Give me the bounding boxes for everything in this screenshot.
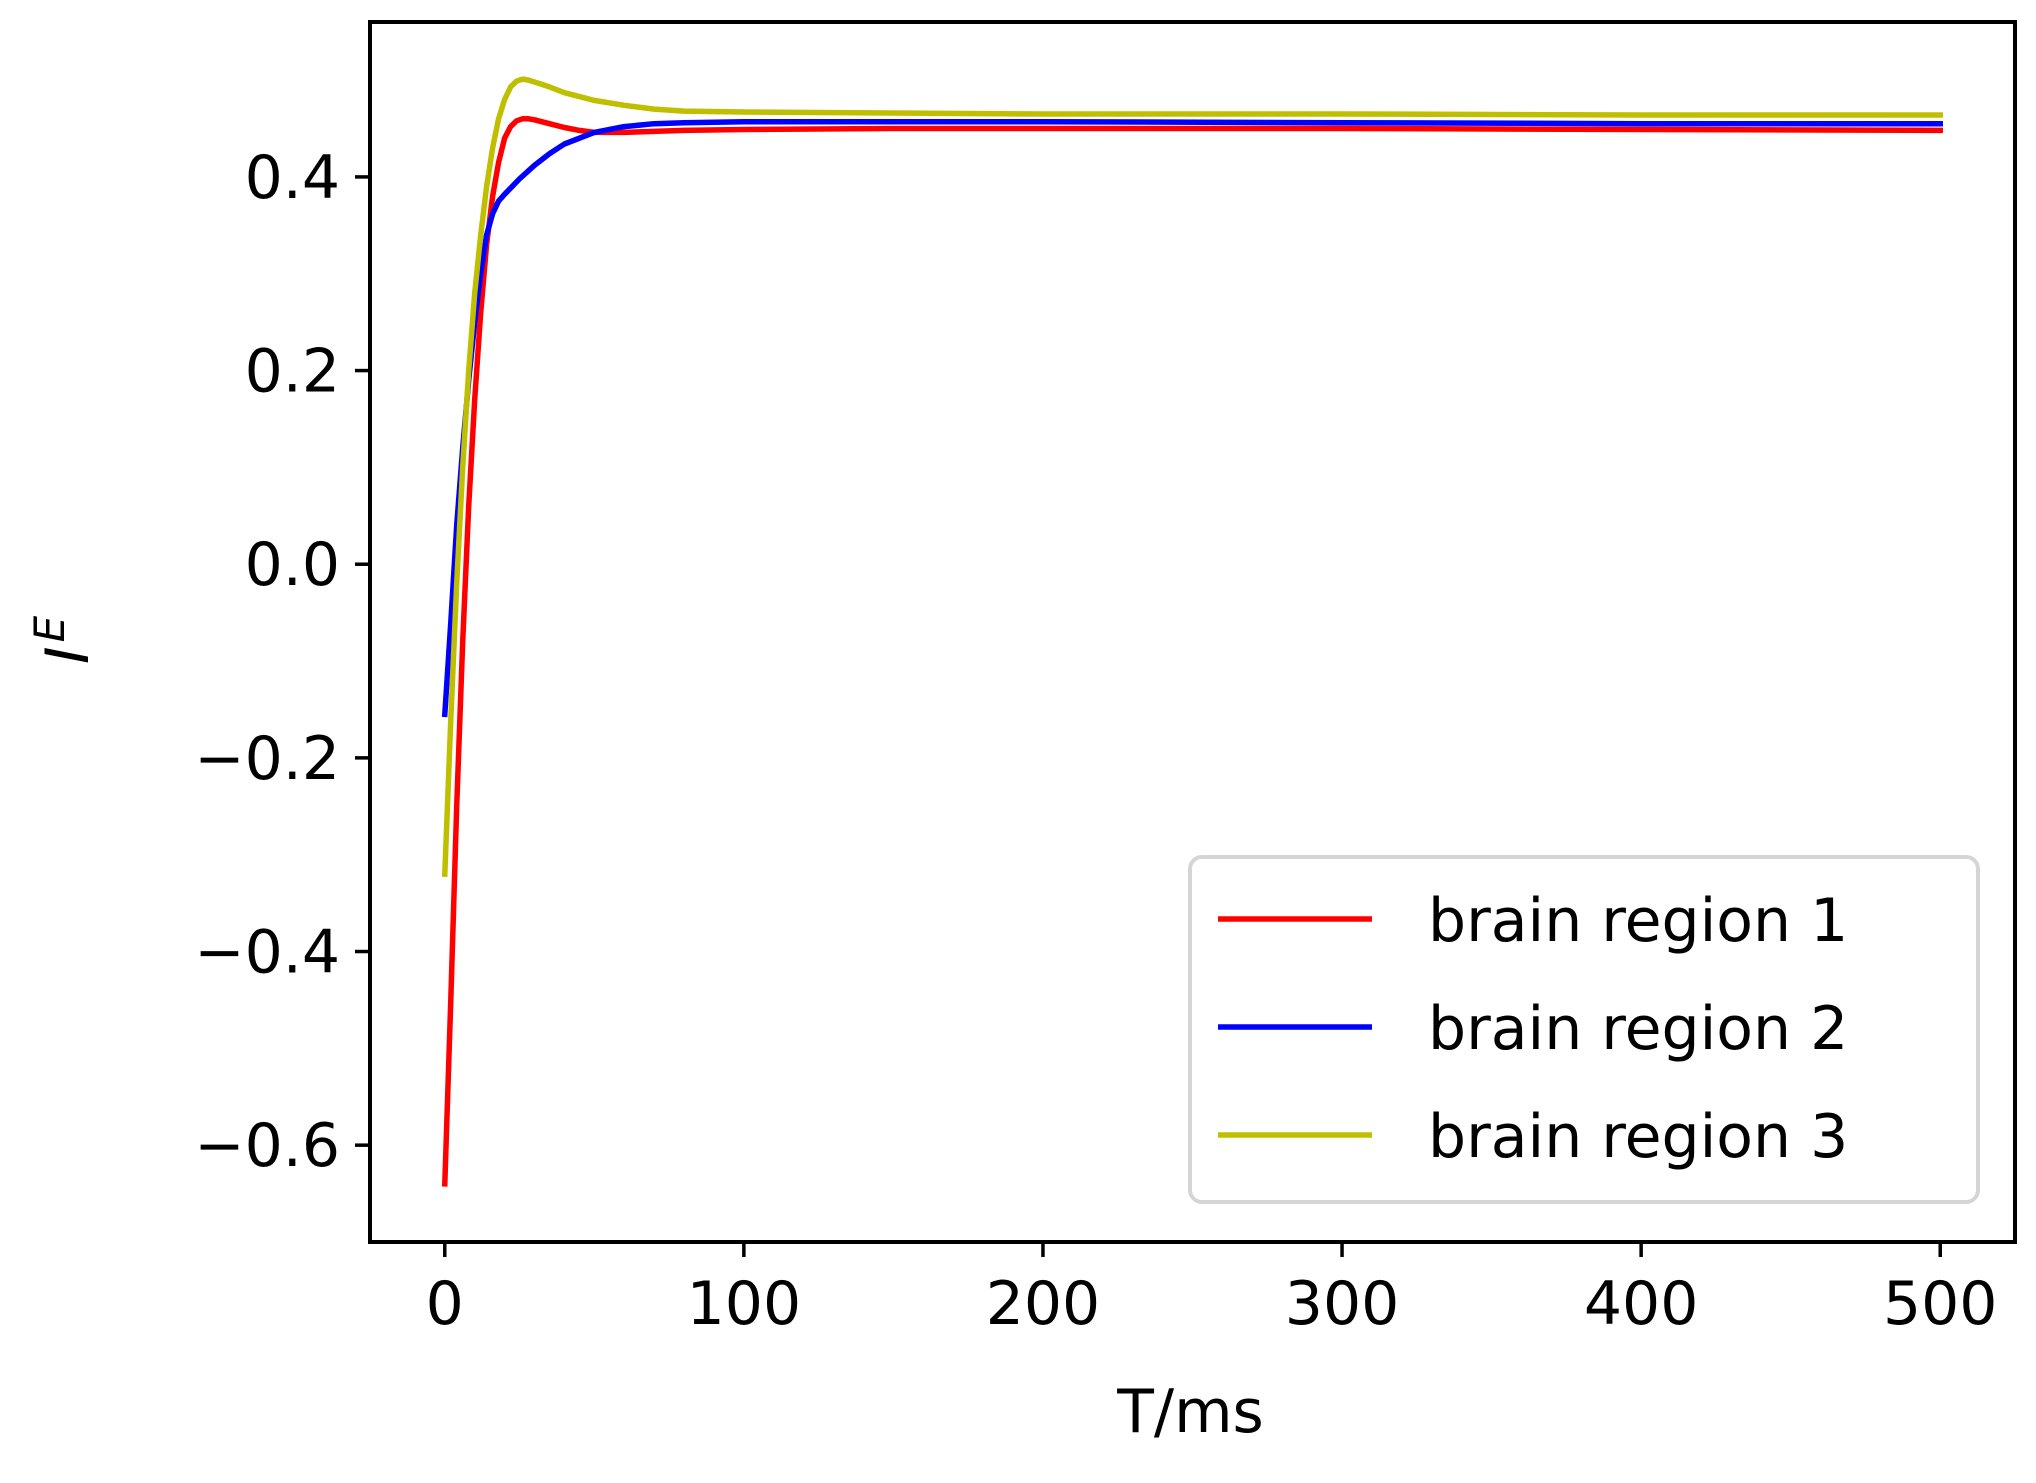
legend-label-2: brain region 2 xyxy=(1428,994,1848,1064)
y-tick-label: 0.2 xyxy=(245,337,340,407)
legend-box xyxy=(1188,855,1980,1204)
y-axis-label: IE xyxy=(25,615,103,664)
x-tick-label: 400 xyxy=(1584,1269,1699,1339)
y-tick-label: 0.4 xyxy=(245,143,340,213)
y-tick-label: −0.2 xyxy=(194,724,340,794)
y-tick-label: 0.0 xyxy=(245,530,340,600)
x-axis-label: T/ms xyxy=(1116,1377,1264,1447)
x-tick-label: 0 xyxy=(426,1269,464,1339)
y-axis-label-superscript: E xyxy=(25,615,74,642)
series-line-1 xyxy=(441,116,1943,1187)
x-tick-label: 500 xyxy=(1883,1269,1998,1339)
axes-layer: 0 100 200 300 400 500 −0.6 −0.4 −0.2 0.0 0.2 0.4 T/m… xyxy=(25,20,2017,1447)
legend-label-3: brain region 3 xyxy=(1428,1102,1848,1172)
x-tick-label: 300 xyxy=(1285,1269,1400,1339)
x-tick-label: 200 xyxy=(986,1269,1101,1339)
y-tick-label: −0.4 xyxy=(194,918,340,988)
y-tick-label: −0.6 xyxy=(194,1111,340,1181)
series-layer xyxy=(441,76,1943,1187)
y-axis-label-base: I xyxy=(33,646,103,664)
x-tick-label: 100 xyxy=(687,1269,802,1339)
series-line-3 xyxy=(441,76,1943,877)
legend-label-1: brain region 1 xyxy=(1428,886,1848,956)
legend: brain region 1 brain region 2 brain region… xyxy=(1188,855,1980,1204)
plot-frame xyxy=(368,20,2017,1244)
